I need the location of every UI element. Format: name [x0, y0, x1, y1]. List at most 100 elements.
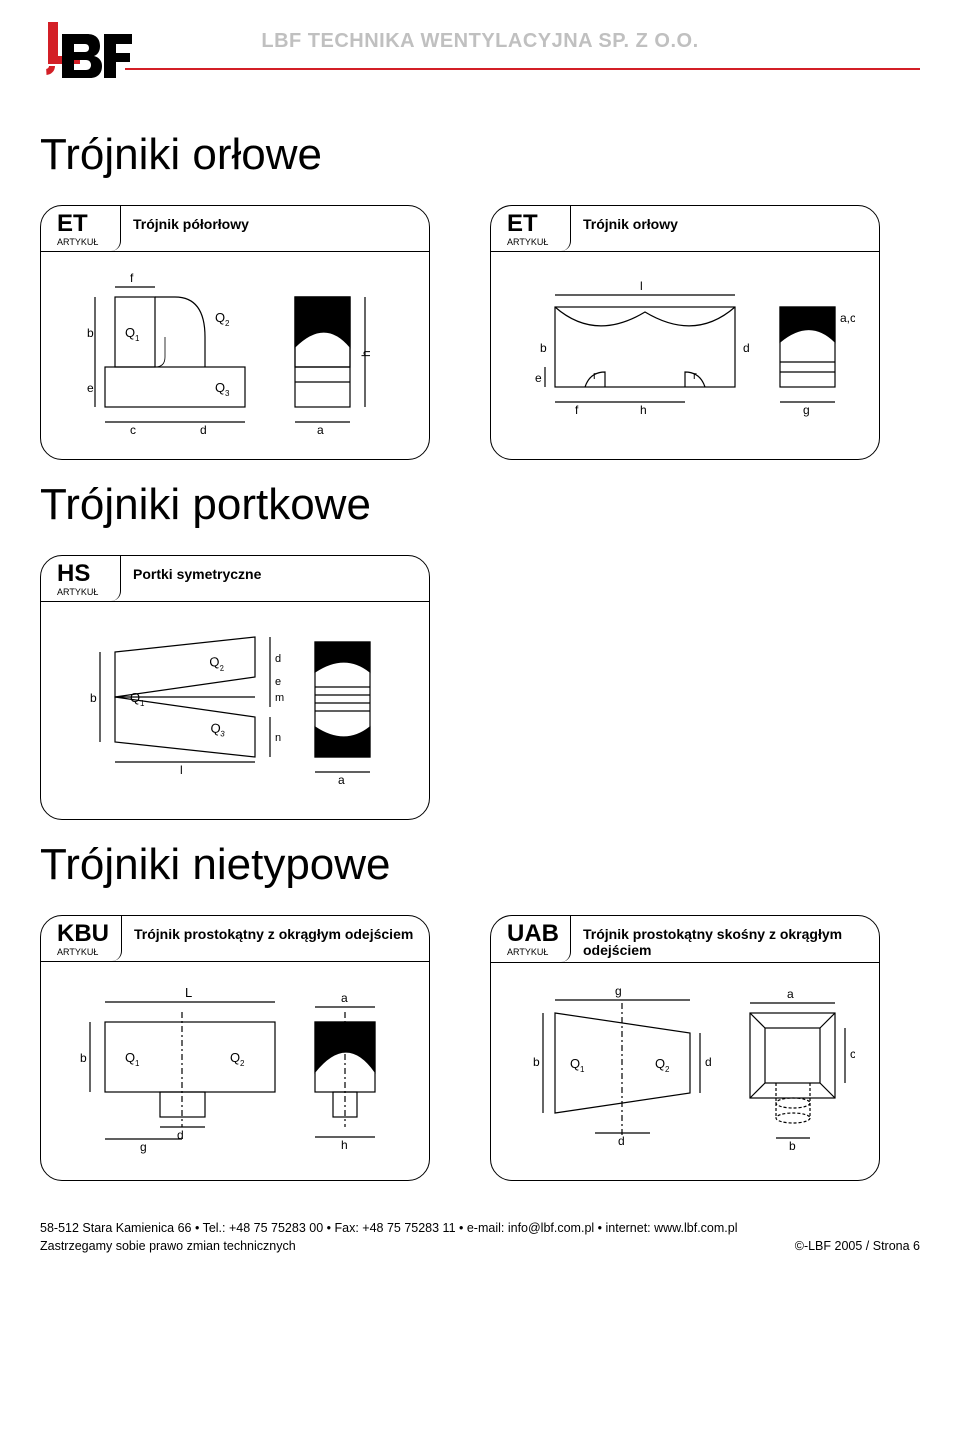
svg-text:a: a: [317, 423, 324, 437]
svg-text:1: 1: [135, 1059, 140, 1068]
card-et2: ET ARTYKUŁ Trójnik orłowy l b: [490, 205, 880, 460]
card-title: Portki symetryczne: [121, 556, 273, 601]
page: LBF TECHNIKA WENTYLACYJNA SP. Z O.O. Tró…: [0, 0, 960, 1273]
svg-text:r: r: [593, 370, 597, 382]
card-et1: ET ARTYKUŁ Trójnik półorłowy b: [40, 205, 430, 460]
svg-text:Q: Q: [215, 310, 225, 325]
svg-text:d: d: [743, 341, 750, 355]
card-code: KBU: [57, 922, 109, 946]
card-code-box: ET ARTYKUŁ: [491, 206, 571, 251]
svg-text:Q: Q: [125, 1050, 135, 1065]
svg-text:Q: Q: [230, 1050, 240, 1065]
card-uab: UAB ARTYKUŁ Trójnik prostokątny skośny z…: [490, 915, 880, 1181]
card-body: b e f c d Q 1 Q 2 Q: [41, 252, 429, 447]
footer-meta: Zastrzegamy sobie prawo zmian techniczny…: [40, 1239, 920, 1253]
svg-text:g: g: [615, 984, 622, 998]
card-code-box: UAB ARTYKUŁ: [491, 916, 571, 962]
footer-copyright: ©-LBF 2005 / Strona 6: [795, 1239, 920, 1253]
footer-disclaimer: Zastrzegamy sobie prawo zmian techniczny…: [40, 1239, 296, 1253]
svg-text:a: a: [341, 991, 348, 1005]
card-title: Trójnik prostokątny skośny z okrągłym od…: [571, 916, 879, 962]
card-code: ET: [57, 212, 108, 236]
section-title-3: Trójniki nietypowe: [40, 840, 920, 890]
svg-text:2: 2: [219, 663, 225, 673]
card-hs: HS ARTYKUŁ Portki symetryczne Q 1 Q 2: [40, 555, 430, 820]
svg-text:g: g: [803, 403, 810, 417]
svg-text:d: d: [200, 423, 207, 437]
svg-text:e: e: [87, 381, 94, 395]
svg-text:c: c: [130, 423, 136, 437]
card-code-box: HS ARTYKUŁ: [41, 556, 121, 601]
card-code-sub: ARTYKUŁ: [507, 948, 558, 957]
card-header: ET ARTYKUŁ Trójnik orłowy: [491, 206, 879, 252]
svg-text:e: e: [275, 676, 281, 688]
card-body: Q 1 Q 2 Q 3 b l d e: [41, 602, 429, 807]
svg-text:h: h: [341, 1138, 348, 1152]
svg-text:n: n: [275, 732, 281, 744]
diagram-kbu: L b d g Q 1 Q 2: [65, 977, 405, 1157]
svg-text:a: a: [338, 773, 345, 787]
row-3: KBU ARTYKUŁ Trójnik prostokątny z okrągł…: [40, 915, 920, 1181]
diagram-et2: l b d e f h r r: [515, 267, 855, 437]
svg-text:2: 2: [240, 1059, 245, 1068]
card-code-sub: ARTYKUŁ: [57, 238, 108, 247]
svg-text:h: h: [359, 350, 373, 357]
svg-text:3: 3: [225, 389, 230, 398]
svg-text:m: m: [275, 692, 284, 704]
card-code-box: ET ARTYKUŁ: [41, 206, 121, 251]
diagram-et1: b e f c d Q 1 Q 2 Q: [65, 267, 405, 437]
svg-text:Q: Q: [125, 325, 135, 340]
svg-text:b: b: [789, 1139, 796, 1153]
card-title: Trójnik orłowy: [571, 206, 690, 251]
card-header: HS ARTYKUŁ Portki symetryczne: [41, 556, 429, 602]
svg-text:2: 2: [225, 319, 230, 328]
card-code-sub: ARTYKUŁ: [57, 948, 109, 957]
svg-text:f: f: [130, 271, 134, 285]
svg-text:Q: Q: [215, 380, 225, 395]
svg-text:a,c: a,c: [840, 311, 855, 325]
card-code: UAB: [507, 922, 558, 946]
card-body: g b d d Q 1 Q 2: [491, 963, 879, 1168]
footer-contact: 58-512 Stara Kamienica 66 • Tel.: +48 75…: [40, 1221, 920, 1235]
svg-text:b: b: [90, 691, 97, 705]
card-header: ET ARTYKUŁ Trójnik półorłowy: [41, 206, 429, 252]
card-header: UAB ARTYKUŁ Trójnik prostokątny skośny z…: [491, 916, 879, 963]
svg-text:l: l: [640, 279, 643, 293]
card-kbu: KBU ARTYKUŁ Trójnik prostokątny z okrągł…: [40, 915, 430, 1181]
svg-text:1: 1: [135, 334, 140, 343]
svg-text:2: 2: [665, 1065, 670, 1074]
svg-text:r: r: [693, 370, 697, 382]
row-1: ET ARTYKUŁ Trójnik półorłowy b: [40, 205, 920, 460]
page-footer: 58-512 Stara Kamienica 66 • Tel.: +48 75…: [40, 1221, 920, 1253]
card-code: ET: [507, 212, 558, 236]
svg-text:1: 1: [140, 699, 145, 708]
card-title: Trójnik prostokątny z okrągłym odejściem: [122, 916, 425, 961]
card-title: Trójnik półorłowy: [121, 206, 261, 251]
svg-text:Q: Q: [130, 690, 140, 705]
company-name: LBF TECHNIKA WENTYLACYJNA SP. Z O.O.: [40, 20, 920, 53]
svg-text:L: L: [185, 985, 192, 1000]
page-header: LBF TECHNIKA WENTYLACYJNA SP. Z O.O.: [40, 20, 920, 110]
svg-text:Q: Q: [570, 1056, 580, 1071]
card-body: L b d g Q 1 Q 2: [41, 962, 429, 1167]
svg-text:l: l: [180, 763, 183, 777]
logo: [40, 20, 135, 90]
card-code: HS: [57, 562, 108, 586]
row-2: HS ARTYKUŁ Portki symetryczne Q 1 Q 2: [40, 555, 920, 820]
svg-text:d: d: [705, 1055, 712, 1069]
section-title-1: Trójniki orłowe: [40, 130, 920, 180]
svg-text:d: d: [275, 653, 281, 665]
svg-text:g: g: [140, 1140, 147, 1154]
card-code-sub: ARTYKUŁ: [507, 238, 558, 247]
svg-text:d: d: [177, 1128, 184, 1142]
svg-text:c: c: [850, 1047, 855, 1061]
diagram-hs: Q 1 Q 2 Q 3 b l d e: [65, 617, 405, 797]
card-body: l b d e f h r r: [491, 252, 879, 447]
svg-text:f: f: [575, 403, 579, 417]
svg-text:Q: Q: [655, 1056, 665, 1071]
svg-text:d: d: [618, 1134, 625, 1148]
diagram-uab: g b d d Q 1 Q 2: [515, 978, 855, 1158]
svg-text:h: h: [640, 403, 647, 417]
svg-text:e: e: [535, 371, 542, 385]
card-code-box: KBU ARTYKUŁ: [41, 916, 122, 961]
